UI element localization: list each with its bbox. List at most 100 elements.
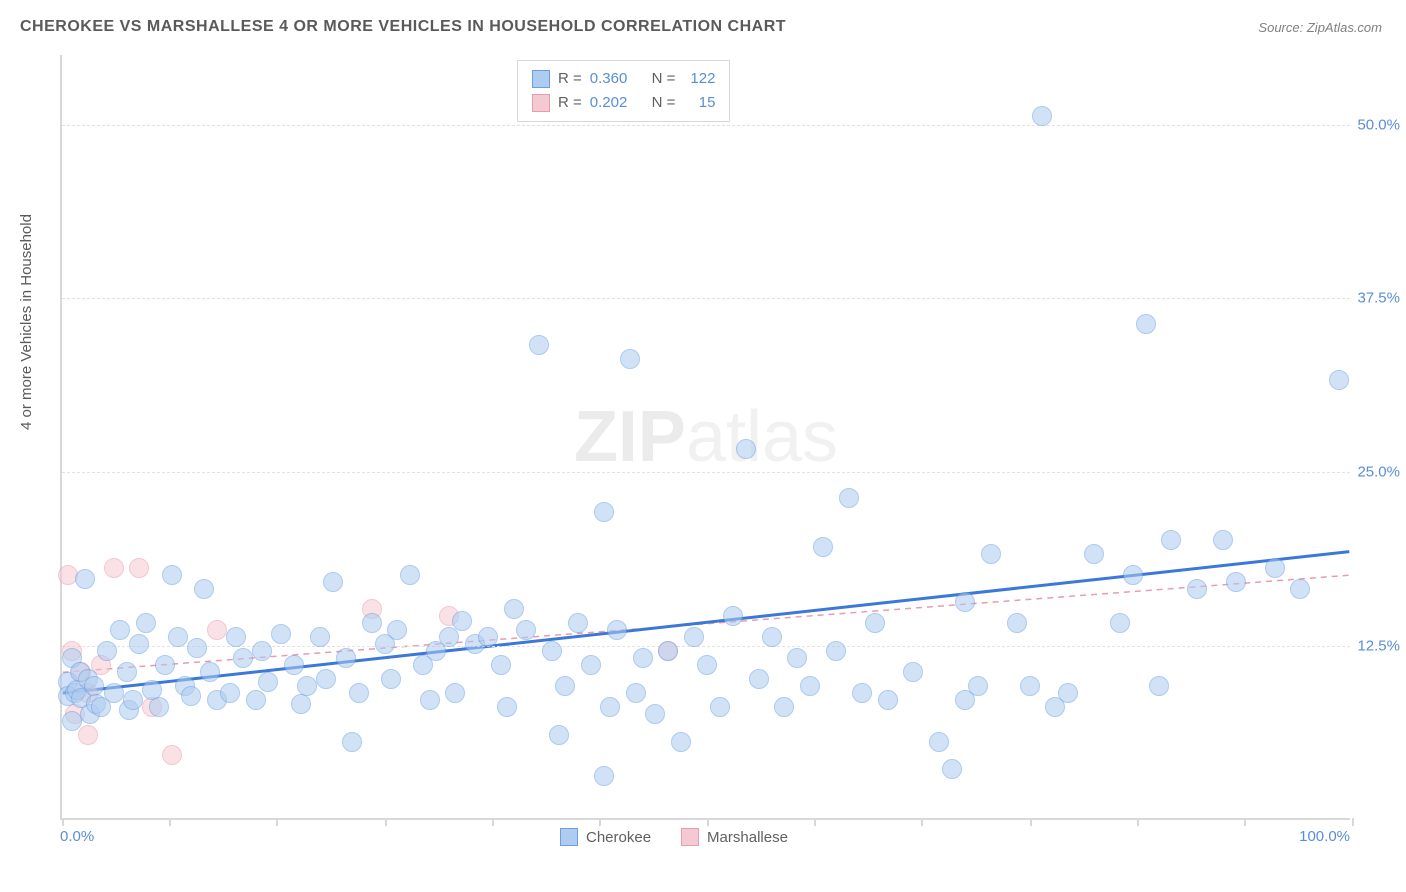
scatter-point [878,690,898,710]
scatter-point [774,697,794,717]
scatter-point [1290,579,1310,599]
scatter-point [181,686,201,706]
scatter-point [600,697,620,717]
scatter-point [800,676,820,696]
scatter-point [75,569,95,589]
scatter-point [62,711,82,731]
scatter-point [226,627,246,647]
y-tick-label: 50.0% [1356,116,1400,133]
scatter-point [194,579,214,599]
x-tick-mark [814,818,816,826]
scatter-point [516,620,536,640]
scatter-point [233,648,253,668]
stat-r-label: R = [558,67,582,91]
scatter-point [439,627,459,647]
scatter-point [903,662,923,682]
scatter-point [387,620,407,640]
legend-item: Marshallese [681,828,788,846]
scatter-point [968,676,988,696]
scatter-point [826,641,846,661]
scatter-point [594,766,614,786]
scatter-point [549,725,569,745]
scatter-point [1123,565,1143,585]
x-axis-max-label: 100.0% [1299,828,1350,845]
scatter-point [129,634,149,654]
scatter-point [117,662,137,682]
legend-label: Cherokee [586,829,651,846]
scatter-point [633,648,653,668]
scatter-point [258,672,278,692]
scatter-point [723,606,743,626]
scatter-point [220,683,240,703]
scatter-point [1149,676,1169,696]
scatter-point [1007,613,1027,633]
gridline [62,298,1350,299]
scatter-point [787,648,807,668]
gridline [62,125,1350,126]
y-tick-label: 37.5% [1356,290,1400,307]
x-tick-mark [1352,818,1354,826]
stat-n-label: N = [652,67,676,91]
scatter-point [852,683,872,703]
scatter-point [452,611,472,631]
scatter-point [207,620,227,640]
watermark-light: atlas [686,397,838,477]
scatter-point [626,683,646,703]
scatter-point [1329,370,1349,390]
watermark: ZIPatlas [574,396,838,478]
x-tick-mark [1137,818,1139,826]
stats-row: R = 0.202 N = 15 [532,91,715,115]
scatter-point [1110,613,1130,633]
source-value: ZipAtlas.com [1307,20,1382,35]
y-tick-label: 25.0% [1356,464,1400,481]
scatter-point [162,565,182,585]
correlation-stats-box: R = 0.360 N = 122R = 0.202 N = 15 [517,60,730,122]
scatter-point [381,669,401,689]
y-axis-label: 4 or more Vehicles in Household [18,214,35,430]
scatter-point [1136,314,1156,334]
scatter-point [310,627,330,647]
legend-swatch [681,828,699,846]
scatter-point [497,697,517,717]
x-tick-mark [707,818,709,826]
scatter-point [97,641,117,661]
scatter-point [316,669,336,689]
scatter-point [645,704,665,724]
scatter-point [671,732,691,752]
x-tick-mark [921,818,923,826]
scatter-point [420,690,440,710]
scatter-point [929,732,949,752]
x-tick-mark [1244,818,1246,826]
scatter-point [529,335,549,355]
legend: Cherokee Marshallese [560,828,788,846]
scatter-point [942,759,962,779]
scatter-point [136,613,156,633]
scatter-point [400,565,420,585]
stat-n-label: N = [652,91,676,115]
scatter-point [594,502,614,522]
scatter-point [1161,530,1181,550]
source-attribution: Source: ZipAtlas.com [1258,20,1382,35]
scatter-plot: ZIPatlas R = 0.360 N = 122R = 0.202 N = … [60,55,1350,820]
scatter-point [955,592,975,612]
scatter-point [620,349,640,369]
scatter-point [284,655,304,675]
legend-label: Marshallese [707,829,788,846]
scatter-point [684,627,704,647]
scatter-point [110,620,130,640]
scatter-point [1084,544,1104,564]
scatter-point [813,537,833,557]
scatter-point [1265,558,1285,578]
scatter-point [168,627,188,647]
x-tick-mark [276,818,278,826]
scatter-point [555,676,575,696]
gridline [62,472,1350,473]
scatter-point [504,599,524,619]
stat-n-value: 122 [683,67,715,91]
scatter-point [336,648,356,668]
watermark-bold: ZIP [574,397,686,477]
scatter-point [291,694,311,714]
x-tick-mark [169,818,171,826]
scatter-point [200,662,220,682]
scatter-point [478,627,498,647]
